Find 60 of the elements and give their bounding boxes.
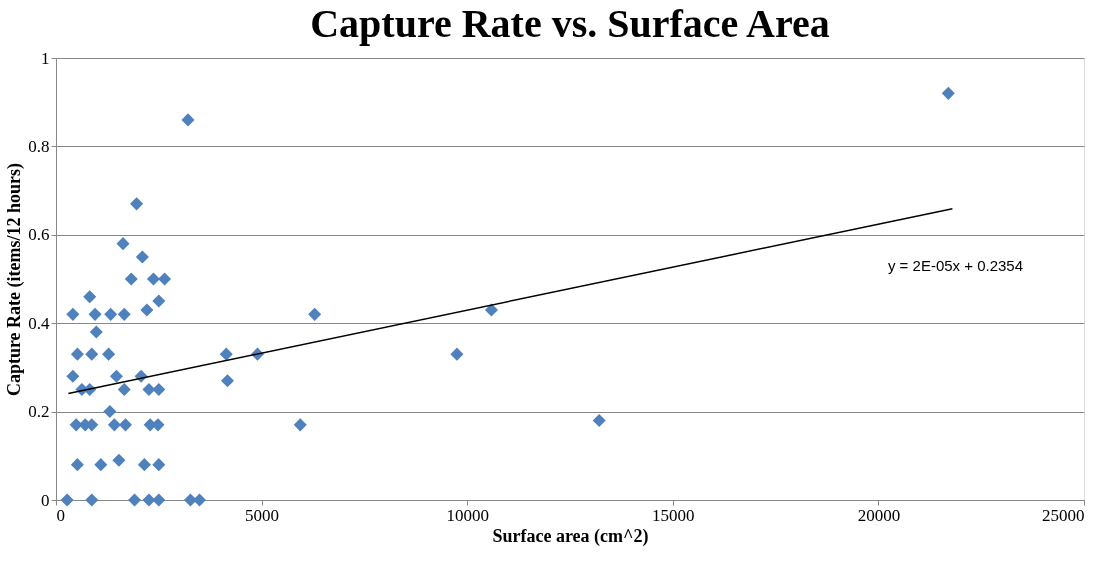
y-tick-label: 0.8 xyxy=(28,136,50,156)
point xyxy=(592,413,606,427)
point xyxy=(152,493,166,507)
point xyxy=(146,272,160,286)
point xyxy=(94,458,108,472)
point xyxy=(107,418,121,432)
point xyxy=(102,347,116,361)
point xyxy=(152,294,166,308)
point xyxy=(140,303,154,317)
annotation: y = 2E-05x + 0.2354 xyxy=(887,256,1024,274)
point xyxy=(142,493,156,507)
point xyxy=(130,197,144,211)
y-tick-label: 0.6 xyxy=(28,225,50,245)
y-axis-title: Capture Rate (items/12 hours) xyxy=(4,162,26,397)
point xyxy=(152,382,166,397)
point xyxy=(104,307,118,321)
x-tick-label: 0 xyxy=(56,505,65,525)
point xyxy=(112,453,126,467)
point xyxy=(60,493,74,507)
x-tick-label: 5000 xyxy=(245,505,280,525)
point xyxy=(118,418,133,432)
point xyxy=(152,458,166,472)
y-tick-label: 1 xyxy=(41,48,50,68)
point xyxy=(142,382,156,397)
point xyxy=(66,307,80,321)
point xyxy=(128,493,142,507)
point xyxy=(137,458,151,472)
point xyxy=(181,113,195,127)
point xyxy=(89,325,103,339)
y-tick-label: 0.4 xyxy=(28,313,50,333)
point xyxy=(124,272,138,286)
point xyxy=(117,307,131,321)
x-tick-label: 25000 xyxy=(1042,505,1085,525)
point xyxy=(116,237,130,251)
point xyxy=(117,382,131,397)
point xyxy=(220,374,234,388)
point xyxy=(293,418,307,432)
point xyxy=(109,369,123,383)
x-axis-title: Surface area (cm^2) xyxy=(492,525,649,547)
point xyxy=(85,347,99,361)
point xyxy=(66,369,80,383)
point xyxy=(103,405,117,419)
point xyxy=(70,458,84,472)
point xyxy=(484,303,498,317)
point xyxy=(158,272,172,286)
point xyxy=(308,307,322,321)
x-tick-label: 15000 xyxy=(652,505,695,525)
point xyxy=(83,290,97,304)
point xyxy=(219,347,233,361)
point xyxy=(70,347,84,361)
point xyxy=(135,250,149,264)
y-tick-label: 0.2 xyxy=(28,402,50,422)
x-tick-label: 10000 xyxy=(446,505,489,525)
point xyxy=(85,493,99,507)
point xyxy=(88,307,102,321)
x-tick-label: 20000 xyxy=(857,505,901,525)
point xyxy=(450,347,464,361)
point xyxy=(941,86,955,100)
y-tick-label: 0 xyxy=(41,490,50,510)
chart-title: Capture Rate vs. Surface Area xyxy=(310,1,830,46)
